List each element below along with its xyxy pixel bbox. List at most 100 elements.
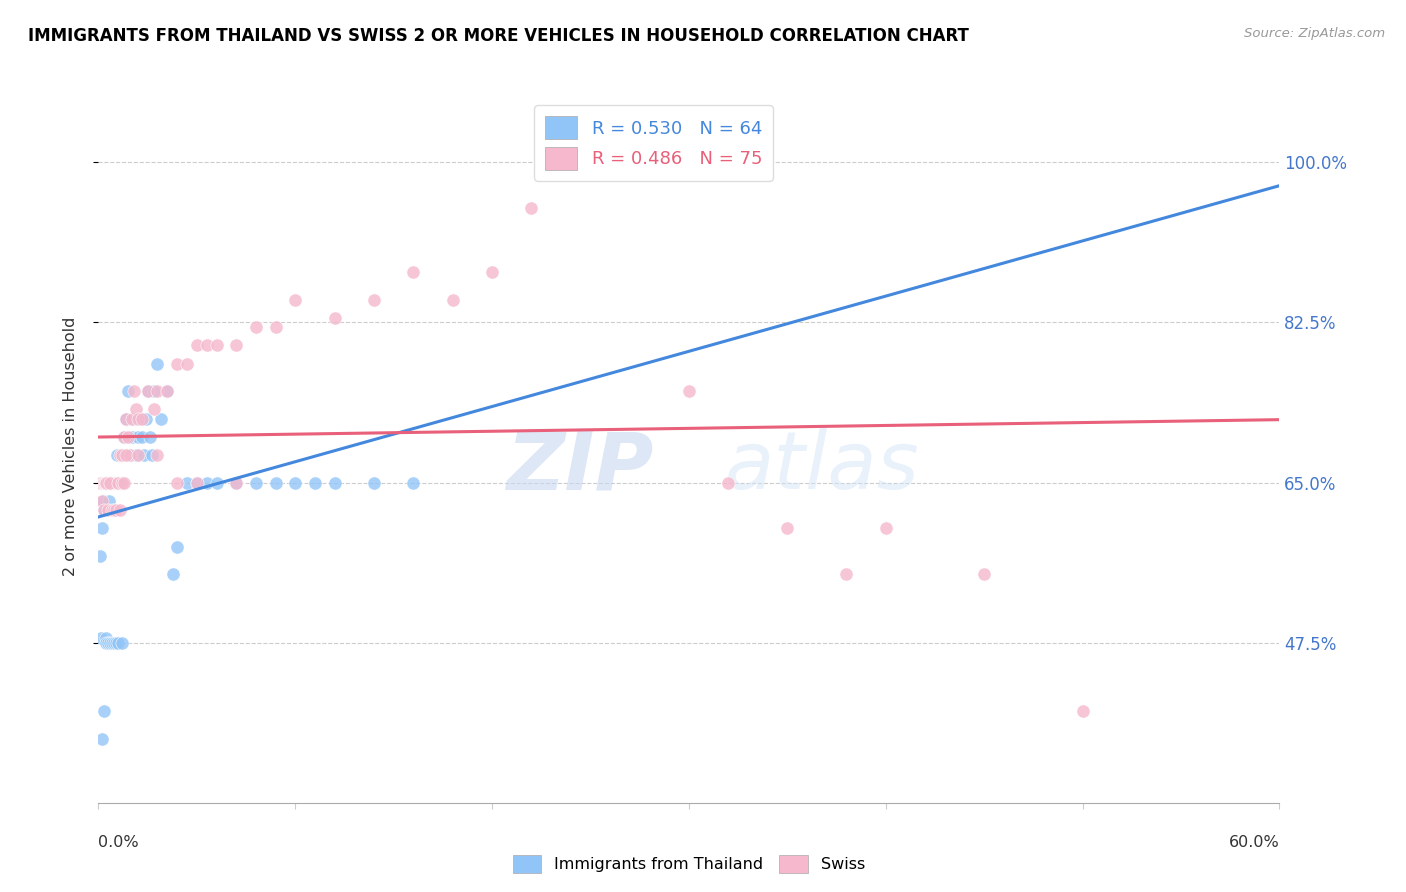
Point [122,384,145,398]
Point [93,475,115,490]
Point [98,475,121,490]
Point [112,475,135,490]
Point [131,411,153,425]
Point [875,521,897,535]
Point [93,494,115,508]
Point [108,475,131,490]
Point [111,636,134,650]
Text: atlas: atlas [724,428,920,507]
Point [89,549,111,563]
Point [118,448,141,462]
Point [186,475,208,490]
Point [96,475,118,490]
Point [127,411,149,425]
Point [96,475,118,490]
Point [264,475,287,490]
Point [304,475,326,490]
Point [91,731,114,746]
Point [678,384,700,398]
Point [98,636,121,650]
Point [146,384,169,398]
Point [90,475,112,490]
Point [103,636,125,650]
Point [245,320,267,334]
Y-axis label: 2 or more Vehicles in Household: 2 or more Vehicles in Household [63,317,77,575]
Point [195,338,218,352]
Text: IMMIGRANTS FROM THAILAND VS SWISS 2 OR MORE VEHICLES IN HOUSEHOLD CORRELATION CH: IMMIGRANTS FROM THAILAND VS SWISS 2 OR M… [28,27,969,45]
Point [112,430,135,444]
Point [125,402,148,417]
Point [103,475,125,490]
Point [141,448,163,462]
Point [93,503,115,517]
Point [166,540,188,554]
Point [225,475,247,490]
Point [441,293,464,307]
Point [136,384,159,398]
Point [363,475,385,490]
Point [98,494,121,508]
Point [97,503,120,517]
Point [162,567,184,582]
Point [93,503,115,517]
Point [112,430,135,444]
Point [103,503,125,517]
Point [142,384,165,398]
Point [127,430,149,444]
Point [115,448,138,462]
Point [108,503,131,517]
Point [121,411,143,425]
Point [93,704,115,718]
Point [121,430,143,444]
Point [111,448,134,462]
Point [973,567,995,582]
Point [166,475,188,490]
Point [107,636,129,650]
Point [111,475,134,490]
Point [98,475,121,490]
Point [93,475,115,490]
Point [108,448,131,462]
Point [105,503,128,517]
Point [96,631,118,645]
Point [146,448,169,462]
Point [107,475,129,490]
Point [131,430,153,444]
Point [1071,704,1094,718]
Point [115,411,138,425]
Point [105,475,128,490]
Point [122,411,145,425]
Point [90,631,112,645]
Point [638,155,661,169]
Point [135,411,157,425]
Point [323,310,346,325]
Point [245,475,267,490]
Point [138,430,160,444]
Point [127,448,149,462]
Point [97,475,120,490]
Point [104,475,127,490]
Point [100,475,122,490]
Point [205,475,228,490]
Point [176,475,198,490]
Text: 60.0%: 60.0% [1229,836,1279,850]
Point [101,475,124,490]
Point [105,475,128,490]
Point [117,384,139,398]
Point [128,411,150,425]
Point [132,448,155,462]
Point [402,475,425,490]
Point [284,293,307,307]
Point [115,411,138,425]
Point [111,448,134,462]
Point [186,475,208,490]
Point [166,357,188,371]
Point [118,448,141,462]
Point [363,293,385,307]
Point [156,384,179,398]
Point [105,636,128,650]
Point [96,475,118,490]
Legend: Immigrants from Thailand, Swiss: Immigrants from Thailand, Swiss [506,848,872,880]
Point [402,265,425,279]
Point [101,503,124,517]
